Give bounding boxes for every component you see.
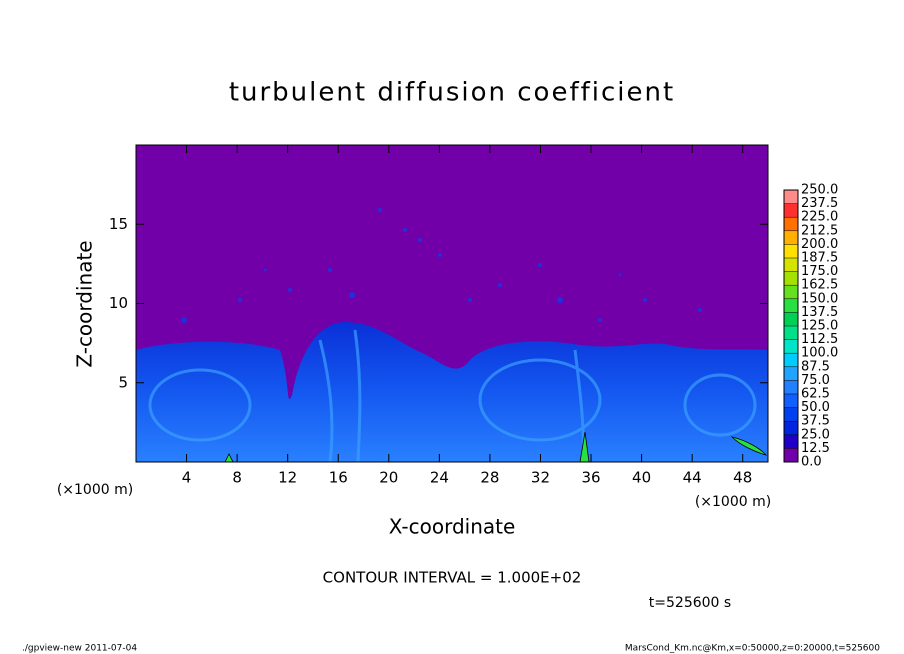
colorbar-band: [784, 353, 798, 367]
x-tick-label: 40: [632, 469, 651, 487]
colorbar-band: [784, 394, 798, 408]
colorbar-label: 162.5: [801, 278, 838, 293]
y-tick-label: 15: [109, 215, 128, 233]
x-tick-label: 12: [278, 469, 297, 487]
colorbar-band: [784, 407, 798, 422]
x-tick-label: 36: [581, 469, 600, 487]
colorbar-band: [784, 421, 798, 435]
colorbar-label: 100.0: [801, 346, 838, 361]
colorbar-band: [784, 258, 798, 272]
colorbar-band: [784, 326, 798, 340]
colorbar-label: 125.0: [801, 319, 838, 334]
axes: 4 8 12 16 20 24 28 32 36 40 44 48510150.012.525.037…: [109, 145, 838, 487]
colorbar-label: 62.5: [801, 387, 830, 402]
peak-region: [224, 453, 234, 462]
colorbar-label: 250.0: [801, 183, 838, 198]
colorbar-label: 237.5: [801, 196, 838, 211]
colorbar-band: [784, 285, 798, 299]
colorbar-band: [784, 312, 798, 326]
x-tick-label: 48: [733, 469, 752, 487]
colorbar-band: [784, 434, 798, 449]
colorbar-band: [784, 244, 798, 258]
y-axis-label: Z-coordinate: [73, 240, 97, 367]
chart-title: turbulent diffusion coefficient: [229, 78, 675, 108]
x-tick-label: 32: [531, 469, 550, 487]
time-label: t=525600 s: [649, 595, 731, 611]
colorbar-label: 212.5: [801, 223, 838, 238]
contour-field: [136, 145, 768, 462]
x-unit: (×1000 m): [695, 494, 771, 510]
colorbar-label: 225.0: [801, 210, 838, 225]
y-unit: (×1000 m): [57, 482, 133, 498]
colorbar-band: [784, 190, 798, 204]
colorbar-label: 150.0: [801, 291, 838, 306]
x-axis-label: X-coordinate: [389, 515, 516, 539]
colorbar-label: 50.0: [801, 400, 830, 415]
x-tick-label: 28: [480, 469, 499, 487]
colorbar-label: 12.5: [801, 441, 830, 456]
colorbar-label: 0.0: [801, 455, 822, 470]
peak-region: [579, 431, 590, 462]
colorbar-band: [784, 448, 798, 462]
colorbar-label: 37.5: [801, 414, 830, 429]
y-tick-label: 10: [109, 294, 128, 312]
x-tick-label: 44: [683, 469, 702, 487]
colorbar-label: 187.5: [801, 251, 838, 266]
footer-left: ./gpview-new 2011-07-04: [22, 644, 137, 654]
x-tick-label: 20: [379, 469, 398, 487]
colorbar-label: 175.0: [801, 264, 838, 279]
turbulent-layer: [136, 322, 768, 462]
colorbar-label: 112.5: [801, 332, 838, 347]
colorbar-band: [784, 298, 798, 313]
colorbar-band: [784, 366, 798, 381]
colorbar-band: [784, 339, 798, 354]
x-tick-label: 8: [232, 469, 242, 487]
peak-region: [730, 436, 768, 456]
colorbar-label: 87.5: [801, 359, 830, 374]
colorbar-label: 75.0: [801, 373, 830, 388]
colorbar-band: [784, 230, 798, 245]
blobs: [181, 208, 702, 323]
x-tick-label: 16: [329, 469, 348, 487]
colorbar-band: [784, 271, 798, 286]
colorbar-label: 200.0: [801, 237, 838, 252]
x-tick-label: 24: [430, 469, 449, 487]
colorbar-band: [784, 203, 798, 218]
colorbar-label: 25.0: [801, 427, 830, 442]
y-tick-label: 5: [118, 373, 128, 391]
colorbar-band: [784, 380, 798, 394]
colorbar-band: [784, 217, 798, 231]
x-tick-label: 4: [182, 469, 192, 487]
colorbar-label: 137.5: [801, 305, 838, 320]
contour-interval: CONTOUR INTERVAL = 1.000E+02: [323, 569, 582, 587]
footer-right: MarsCond_Km.nc@Km,x=0:50000,z=0:20000,t=…: [625, 644, 880, 654]
